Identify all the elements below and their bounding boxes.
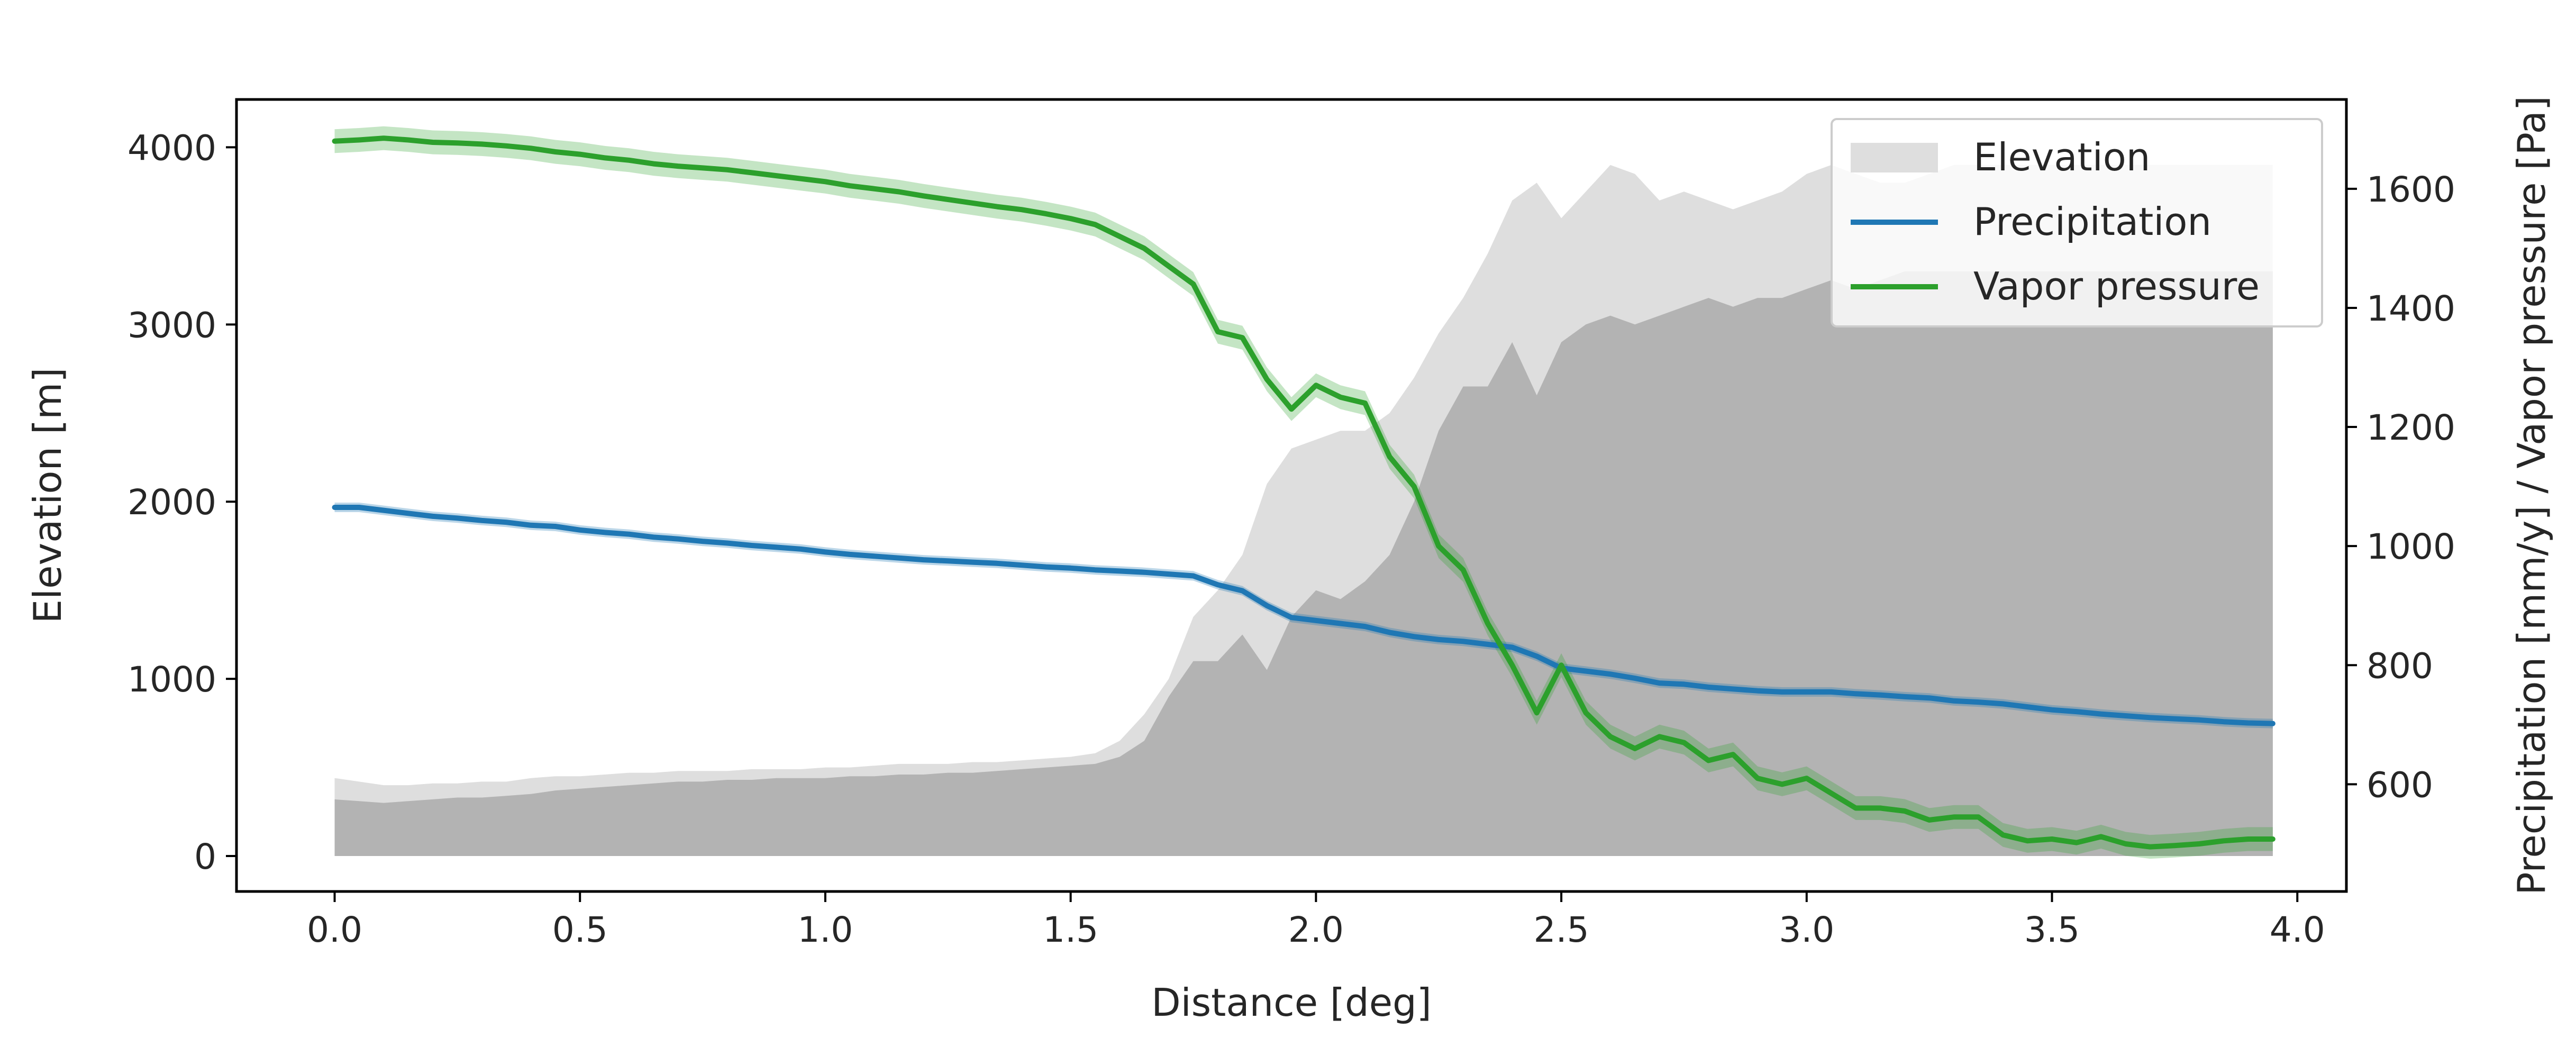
legend-box bbox=[1831, 118, 2323, 327]
legend-swatch-elevation bbox=[1851, 143, 1938, 172]
y-left-tick-label: 0 bbox=[194, 836, 216, 877]
legend-label-precipitation: Precipitation bbox=[1973, 199, 2211, 244]
x-tick-label: 4.0 bbox=[2270, 909, 2325, 950]
vapor-pressure-line bbox=[332, 135, 2275, 850]
plot-area bbox=[332, 126, 2275, 859]
x-tick-label: 1.0 bbox=[797, 909, 853, 950]
axes-frame bbox=[235, 98, 2348, 893]
y-left-tick-label: 1000 bbox=[128, 659, 216, 700]
y-right-tick-label: 1600 bbox=[2366, 169, 2455, 210]
y-right-tick-label: 1400 bbox=[2366, 288, 2455, 329]
x-tick-label: 1.5 bbox=[1043, 909, 1098, 950]
precipitation-line bbox=[332, 505, 2275, 726]
y-right-tick-label: 1200 bbox=[2366, 407, 2455, 448]
y-right-tick-label: 1000 bbox=[2366, 526, 2455, 567]
y-right-tick-label: 800 bbox=[2366, 645, 2433, 686]
precipitation-band bbox=[334, 503, 2273, 729]
y-left-tick-label: 4000 bbox=[128, 128, 216, 168]
axis-ticks: 0.0 0.5 1.0 1.5 2.0 2.5 3.0 3.5 4.0 0 1000 2000 3000… bbox=[128, 128, 2455, 950]
x-tick-label: 0.0 bbox=[307, 909, 362, 950]
x-axis-title: Distance [deg] bbox=[1151, 980, 1432, 1025]
x-tick-label: 0.5 bbox=[552, 909, 608, 950]
elevation-area bbox=[334, 271, 2273, 856]
y-left-tick-label: 2000 bbox=[128, 482, 216, 523]
y-right-tick-label: 600 bbox=[2366, 764, 2433, 805]
legend-label-vapor-pressure: Vapor pressure bbox=[1973, 264, 2260, 308]
y-axis-title-right: Precipitation [mm/y] / Vapor pressure [P… bbox=[2509, 96, 2554, 895]
x-tick-label: 2.5 bbox=[1534, 909, 1589, 950]
legend: Elevation Precipitation Vapor pressure bbox=[1831, 118, 2323, 327]
x-tick-label: 2.0 bbox=[1288, 909, 1344, 950]
y-axis-title-left: Elevation [m] bbox=[25, 368, 70, 624]
legend-label-elevation: Elevation bbox=[1973, 135, 2150, 179]
y-left-tick-label: 3000 bbox=[128, 305, 216, 345]
x-tick-label: 3.5 bbox=[2024, 909, 2080, 950]
x-tick-label: 3.0 bbox=[1779, 909, 1834, 950]
